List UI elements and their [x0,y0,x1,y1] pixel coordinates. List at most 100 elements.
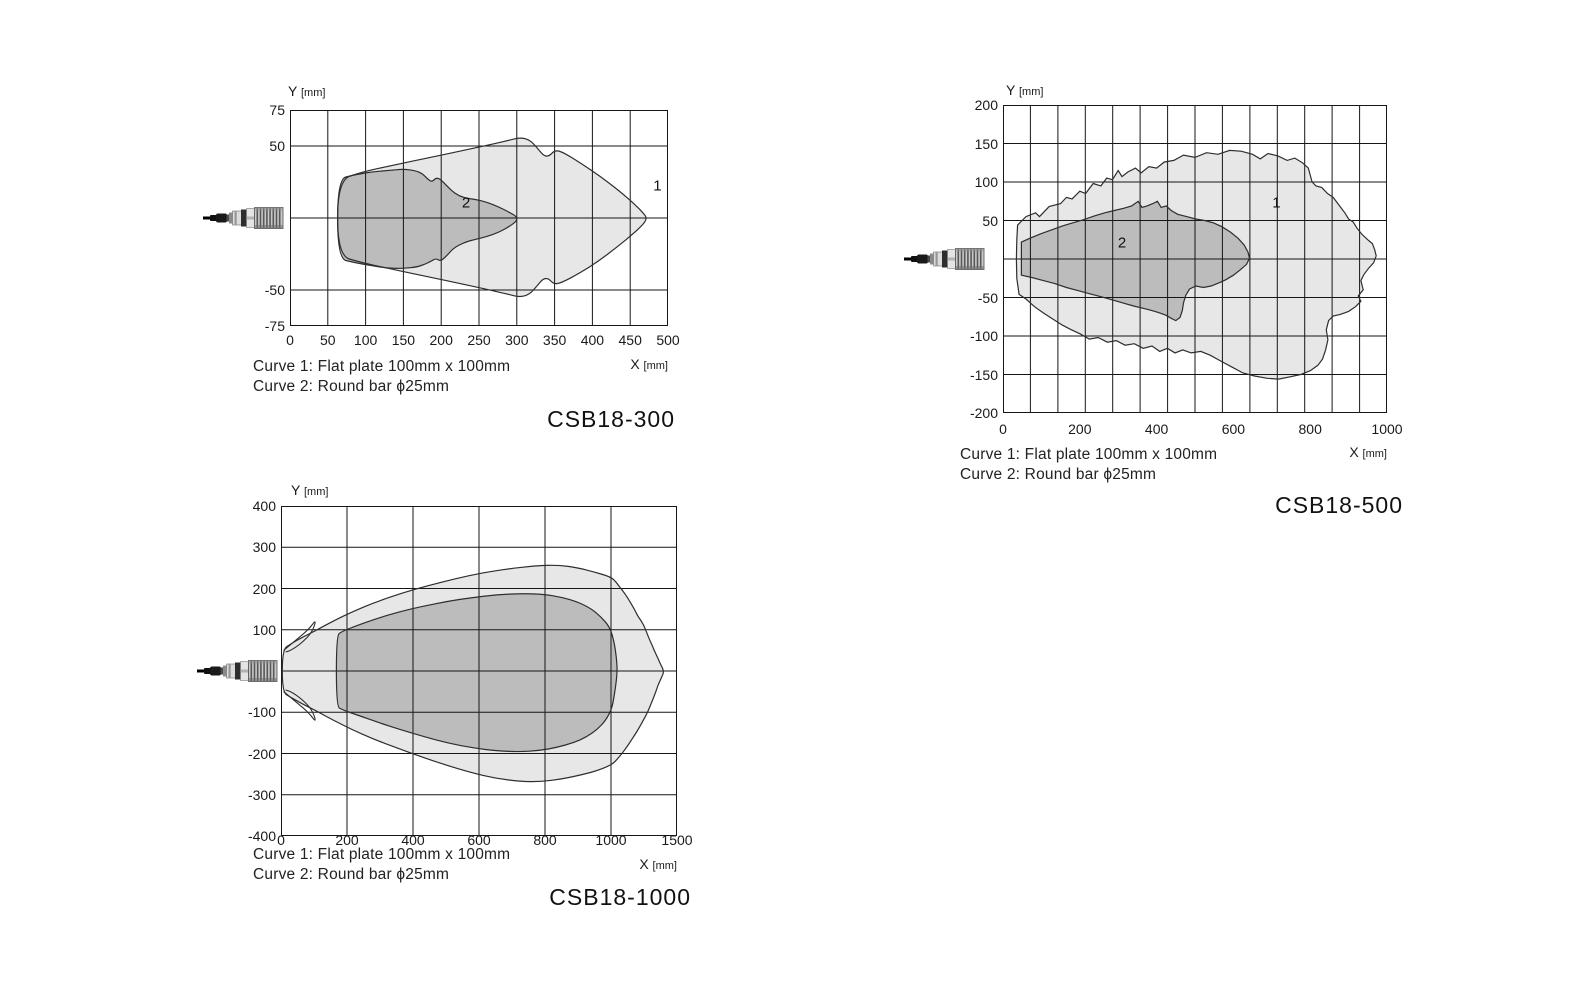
y-tick-label: 50 [269,138,285,154]
x-axis-unit: [mm] [1362,448,1387,460]
x-tick-label: 450 [618,332,642,348]
y-axis-tick-labels: 400 300 200 100 -100 -200 -300 -400 [216,498,276,844]
x-tick-label: 200 [1068,421,1092,437]
x-tick-label: 600 [467,832,491,848]
x-tick-label: 1000 [1371,421,1403,437]
x-tick-label: 800 [533,832,557,848]
y-axis-name: Y [1006,82,1016,98]
x-axis-title: X [mm] [1003,444,1387,460]
x-tick-label: 0 [286,332,294,348]
y-tick-label: 50 [982,212,998,229]
detection-area-2 [337,169,517,269]
x-tick-label: 300 [505,332,529,348]
chart-title: CSB18-1000 [549,884,691,910]
curve-outline-curve [335,593,618,753]
x-tick-label: 100 [353,332,378,348]
chart-title: CSB18-300 [547,406,675,432]
x-tick-label: 500 [656,332,680,348]
curve-outline-1 [336,137,647,298]
y-tick-label: 300 [252,539,276,556]
x-tick-label: 1000 [595,832,627,848]
y-tick-label: 200 [252,580,276,597]
y-axis-name: Y [291,482,301,498]
detection-area-2 [1021,201,1250,321]
curve1-wing-top [283,621,316,653]
y-tick-label: -150 [969,366,998,383]
plot-area [281,506,677,836]
chart-title: CSB18-500 [1275,492,1403,518]
curve1-caption: Curve 1: Flat plate 100mm x 100mm [253,846,511,863]
plot-area: 12 [1003,105,1387,413]
x-tick-label: 600 [1221,421,1246,437]
y-tick-label: -200 [247,745,276,762]
plot-area: 12 [290,110,668,326]
y-tick-label: 150 [974,135,998,152]
x-tick-label: 400 [1144,421,1169,437]
grid-lines [281,506,677,836]
y-tick-label: -50 [264,281,285,298]
y-tick-label: 400 [252,498,276,514]
grid-lines [290,110,668,326]
x-tick-label: 200 [335,832,359,848]
y-axis-tick-labels: 75 50 -50 -75 [225,102,285,334]
y-tick-label: 100 [252,621,276,638]
x-axis-title: X [mm] [290,356,668,372]
x-tick-label: 50 [320,332,336,348]
y-axis-unit: [mm] [300,87,326,99]
curve2-caption: Curve 2: Round bar ϕ25mm [253,866,450,883]
curve2-caption: Curve 2: Round bar ϕ25mm [960,466,1157,483]
curve1-wing-bottom [283,689,316,721]
x-tick-label: 150 [391,332,416,348]
curve2-caption: Curve 2: Round bar ϕ25mm [253,378,450,395]
y-tick-label: -50 [977,289,998,306]
x-tick-label: 400 [580,332,605,348]
x-axis-name: X [630,356,640,372]
y-tick-label: 200 [974,97,998,113]
curve-outline-2 [336,168,518,270]
curve1-caption: Curve 1: Flat plate 100mm x 100mm [253,358,511,375]
y-axis-unit: [mm] [303,486,329,498]
x-axis-title: X [mm] [281,856,677,872]
beam-pattern-chart-csb18-1000: Y [mm] 400 300 200 100 -100 -200 -300 -400 0 200… [195,480,725,940]
x-tick-label: 250 [467,332,491,348]
sensor-icon [904,246,986,272]
sensor-icon [203,205,285,231]
y-axis-tick-labels: 200 150 100 50 -50 -100 -150 -200 [938,97,998,421]
sensor-icon [197,658,279,684]
y-axis-title: Y [mm] [1006,82,1043,98]
x-axis-unit: [mm] [643,360,668,372]
x-tick-label: 350 [542,332,567,348]
y-axis-unit: [mm] [1018,86,1044,98]
y-tick-label: -400 [247,828,276,844]
curve1-caption: Curve 1: Flat plate 100mm x 100mm [960,446,1218,463]
curve-label-2: 2 [462,195,470,212]
x-axis-name: X [1349,444,1359,460]
y-axis-title: Y [mm] [291,482,328,498]
y-tick-label: -100 [969,328,998,344]
y-axis-name: Y [288,83,298,99]
curve-label-1: 1 [653,177,661,194]
y-tick-label: -300 [247,786,276,803]
curve-outline-2 [1020,200,1251,322]
y-axis-title: Y [mm] [288,83,325,99]
x-tick-label: 200 [429,332,453,348]
x-axis-unit: [mm] [652,860,677,872]
y-tick-label: -75 [264,318,285,334]
y-tick-label: -200 [969,405,998,421]
grid-lines [1003,105,1387,413]
x-tick-label: 0 [999,421,1007,437]
y-tick-label: 100 [974,174,998,190]
x-tick-label: 400 [401,832,425,848]
curve-label-1: 1 [1272,195,1280,212]
curve-label-2: 2 [1118,235,1126,252]
x-tick-label: 800 [1298,421,1322,437]
y-tick-label: 75 [269,102,285,118]
curve-outline-1 [1015,149,1377,380]
y-tick-label: -100 [247,704,276,721]
x-axis-name: X [639,856,649,872]
curve-outline-curve [281,564,664,783]
x-tick-label: 0 [277,832,285,848]
